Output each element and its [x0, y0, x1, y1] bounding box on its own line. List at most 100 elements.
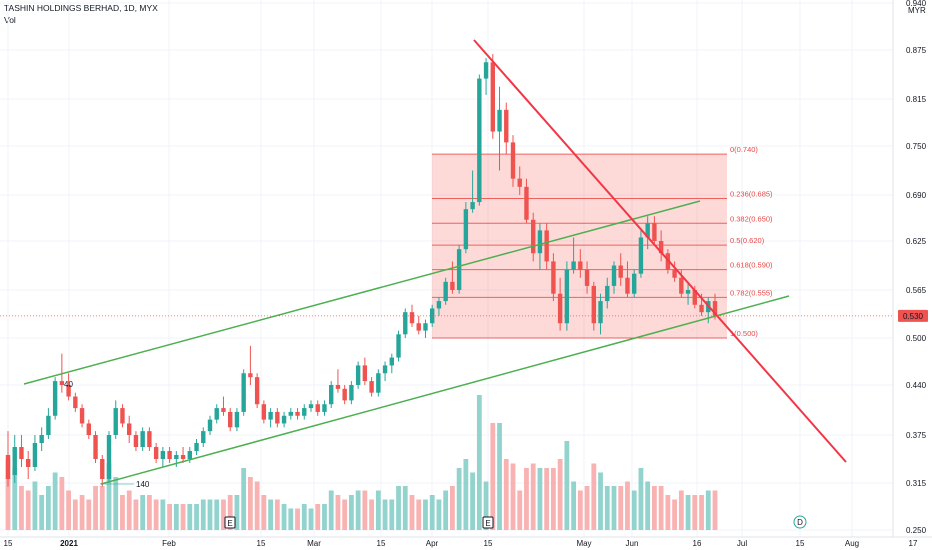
volume-bar	[362, 490, 368, 530]
volume-bar	[46, 486, 51, 530]
current-price-label: 0.530	[903, 312, 924, 321]
volume-label[interactable]: Vol	[4, 15, 16, 25]
volume-bar	[705, 490, 711, 530]
volume-bar	[234, 495, 240, 530]
fib-level-label: 0.382(0.650)	[730, 214, 773, 223]
candle-body	[295, 411, 300, 416]
candle-body	[571, 261, 576, 270]
volume-bar	[180, 504, 186, 530]
candle-body	[699, 304, 704, 313]
volume-bar	[389, 499, 395, 530]
volume-bar	[699, 495, 704, 530]
volume-bar	[308, 508, 314, 530]
candle-body	[302, 408, 307, 416]
price-axis	[893, 0, 932, 550]
candle-body	[497, 109, 502, 132]
volume-bar	[692, 495, 698, 530]
x-tick-label: 15	[257, 539, 266, 548]
volume-bar	[672, 499, 677, 530]
y-tick-label: 0.440	[906, 381, 927, 390]
candle-body	[584, 269, 590, 286]
x-tick-label: 15	[796, 539, 805, 548]
volume-bar	[631, 490, 637, 530]
volume-bar	[160, 499, 166, 530]
annotation-label: 140	[136, 480, 150, 489]
volume-bar	[517, 490, 523, 530]
trend-lines[interactable]: 40 140	[0, 39, 893, 489]
candle-body	[335, 385, 341, 389]
volume-bar	[375, 490, 381, 530]
volume-bar	[443, 490, 449, 530]
current-price-badge	[898, 309, 928, 322]
x-tick-label: 15	[4, 539, 13, 548]
x-tick-label: Feb	[162, 539, 176, 548]
candle-body	[490, 62, 495, 132]
volume-bar	[86, 499, 92, 530]
candle-body	[632, 273, 637, 294]
volume-bar	[120, 495, 125, 530]
volume-bar	[39, 495, 45, 530]
volume-bar	[133, 499, 139, 530]
volume-bar	[19, 486, 24, 530]
volume-bar	[295, 508, 300, 530]
candle-body	[180, 455, 186, 459]
candle-body	[254, 377, 260, 405]
volume-bar	[342, 499, 348, 530]
candle-body	[605, 285, 610, 302]
volume-bar	[93, 486, 98, 530]
channel-lower-line	[100, 295, 790, 485]
candle-body	[355, 365, 361, 385]
fib-level-label: 0.618(0.590)	[730, 261, 773, 270]
candle-body	[409, 312, 415, 324]
x-tick-label: 15	[377, 539, 386, 548]
candle-body	[537, 230, 543, 254]
candle-body	[221, 408, 226, 412]
candle-body	[106, 435, 112, 479]
candle-body	[396, 334, 401, 358]
volume-bar	[503, 459, 509, 530]
candle-body	[672, 269, 677, 278]
volume-bar	[470, 472, 475, 530]
candle-body	[308, 404, 314, 409]
candle-body	[544, 230, 549, 262]
candle-body	[153, 447, 159, 459]
volume-bar	[557, 459, 563, 530]
candle-body	[329, 385, 334, 405]
volume-bar	[463, 459, 469, 530]
volume-bar	[147, 495, 152, 530]
candle-body	[658, 241, 664, 254]
candle-body	[167, 451, 172, 459]
candle-body	[342, 388, 347, 401]
volume-bar	[577, 490, 583, 530]
y-tick-label: 0.690	[906, 191, 927, 200]
volume-bar	[604, 486, 610, 530]
downtrend-line	[473, 39, 847, 463]
volume-bar	[32, 481, 38, 530]
candle-body	[26, 459, 31, 467]
candle-body	[315, 404, 320, 412]
x-tick-label: 2021	[60, 539, 78, 548]
x-tick-label: Aug	[845, 539, 859, 548]
volume-bar	[423, 499, 428, 530]
candle-body	[261, 404, 267, 420]
candle-body	[436, 301, 442, 309]
candle-body	[443, 281, 448, 302]
candle-body	[214, 408, 219, 420]
volume-bar	[611, 486, 617, 530]
volume-bar	[349, 495, 354, 530]
candle-body	[100, 459, 105, 479]
volume-bar	[571, 481, 576, 530]
volume-bar	[645, 481, 651, 530]
symbol-title[interactable]: TASHIN HOLDINGS BERHAD, 1D, MYX	[4, 3, 158, 13]
candle-body	[564, 269, 570, 324]
volume-bar	[598, 472, 603, 530]
y-tick-label: 0.315	[906, 479, 927, 488]
earnings-marker-label: E	[485, 519, 490, 528]
y-tick-label: 0.250	[906, 526, 927, 535]
x-tick-label: Mar	[307, 539, 321, 548]
volume-bar	[382, 499, 388, 530]
volume-bar	[241, 468, 247, 530]
